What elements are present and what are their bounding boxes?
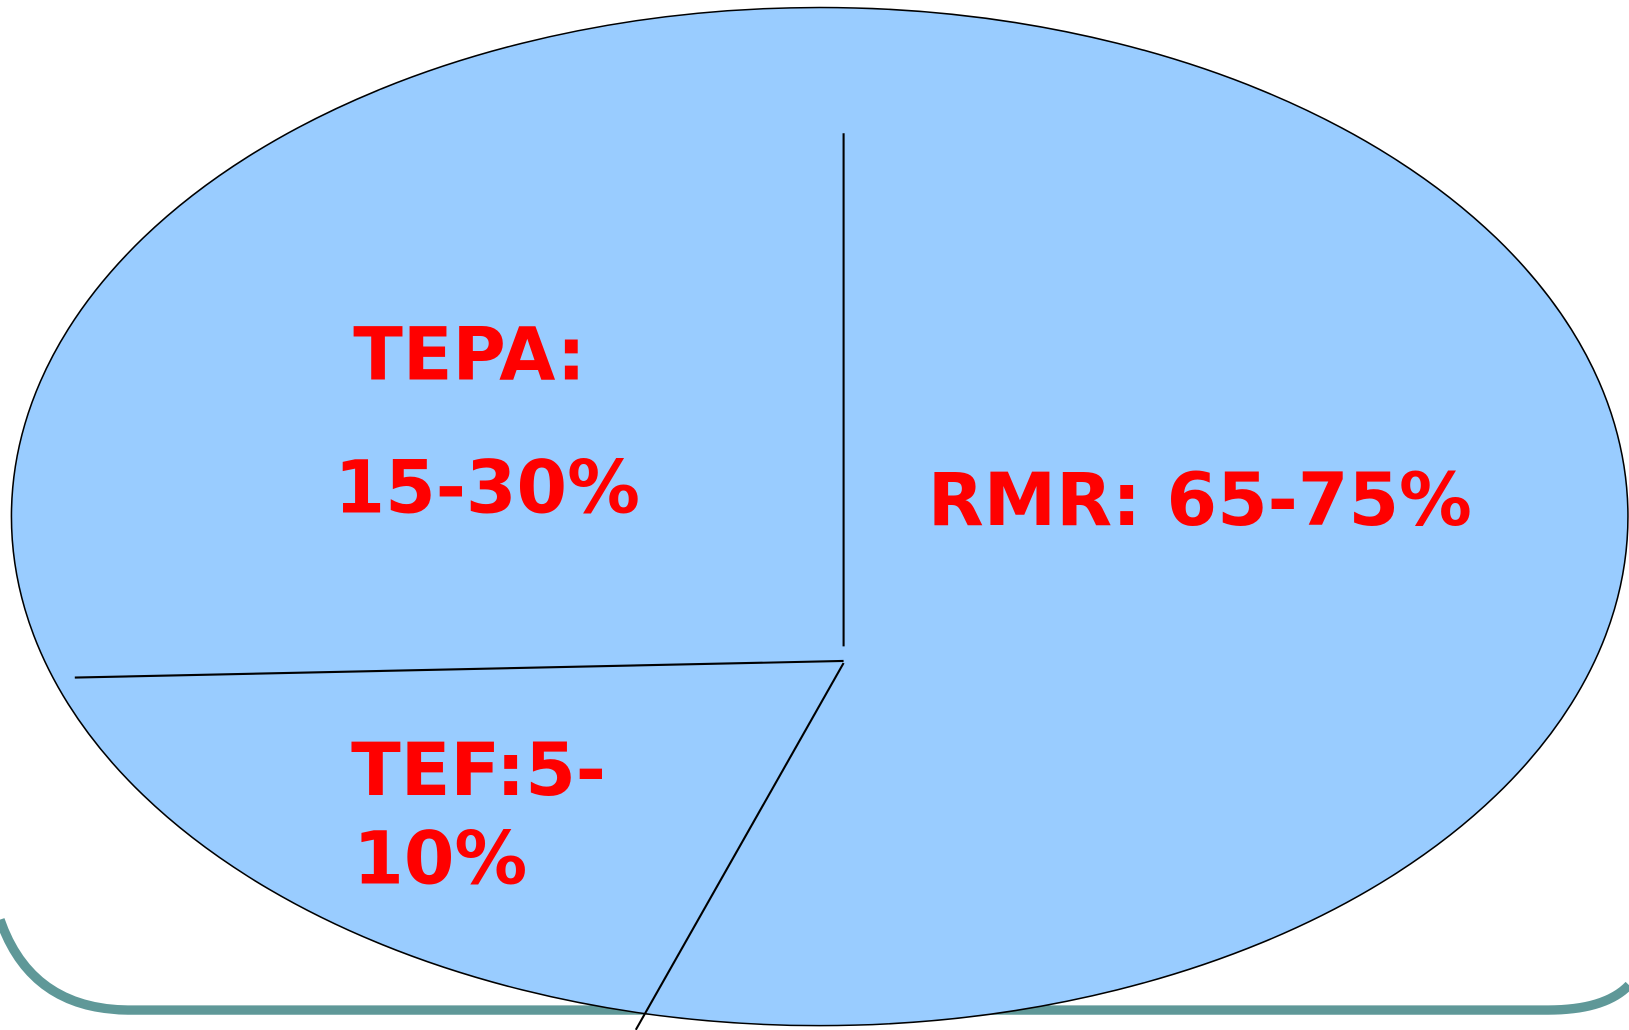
pie-ellipse	[10, 6, 1629, 1027]
region-label: TEPA:	[353, 312, 586, 397]
region-label: RMR: 65-75%	[928, 458, 1472, 543]
region-label: 10%	[353, 816, 527, 901]
divider-line	[74, 659, 844, 679]
region-label: TEF:5-	[351, 728, 606, 813]
slide-frame	[0, 918, 1629, 1015]
divider-line	[634, 662, 845, 1030]
region-label: 15-30%	[335, 445, 640, 530]
